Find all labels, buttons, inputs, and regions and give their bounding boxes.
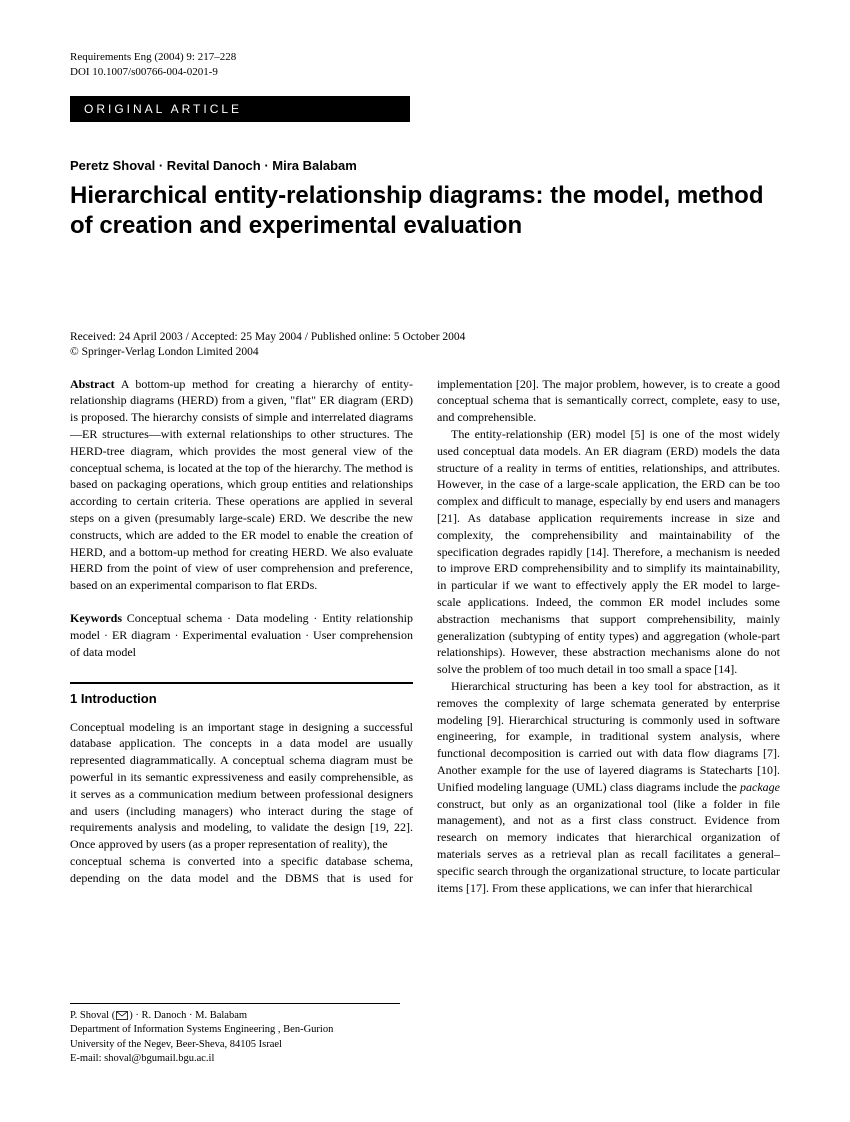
package-term: package [740,780,780,794]
section-heading-introduction: 1 Introduction [70,690,413,708]
intro-para-2: The entity-relationship (ER) model [5] i… [437,426,780,678]
corresponding-author-line: P. Shoval () · R. Danoch · M. Balabam [70,1009,400,1023]
abstract-label: Abstract [70,377,115,391]
received-dates: Received: 24 April 2003 / Accepted: 25 M… [70,331,780,343]
intro-para-3b: construct, but only as an organizational… [437,797,780,895]
abstract-text: A bottom-up method for creating a hierar… [70,377,413,593]
intro-para-3: Hierarchical structuring has been a key … [437,678,780,896]
article-type-badge: ORIGINAL ARTICLE [70,96,410,122]
intro-para-3a: Hierarchical structuring has been a key … [437,679,780,794]
affiliation-line-1: Department of Information Systems Engine… [70,1023,400,1037]
copyright: © Springer-Verlag London Limited 2004 [70,346,780,358]
envelope-icon [116,1011,128,1020]
author-footer: P. Shoval () · R. Danoch · M. Balabam De… [70,1003,400,1066]
author-list: Peretz Shoval · Revital Danoch · Mira Ba… [70,158,780,173]
abstract: Abstract A bottom-up method for creating… [70,376,413,594]
keywords: Keywords Conceptual schema · Data modeli… [70,610,413,660]
article-title: Hierarchical entity-relationship diagram… [70,181,780,241]
section-rule [70,682,413,684]
journal-citation: Requirements Eng (2004) 9: 217–228 [70,50,780,65]
keywords-text: Conceptual schema · Data modeling · Enti… [70,611,413,659]
keywords-label: Keywords [70,611,122,625]
email-line: E-mail: shoval@bgumail.bgu.ac.il [70,1052,400,1066]
affiliation-line-2: University of the Negev, Beer-Sheva, 841… [70,1038,400,1052]
intro-para-1: Conceptual modeling is an important stag… [70,719,413,853]
doi: DOI 10.1007/s00766-004-0201-9 [70,65,780,80]
body-columns: Abstract A bottom-up method for creating… [70,376,780,897]
